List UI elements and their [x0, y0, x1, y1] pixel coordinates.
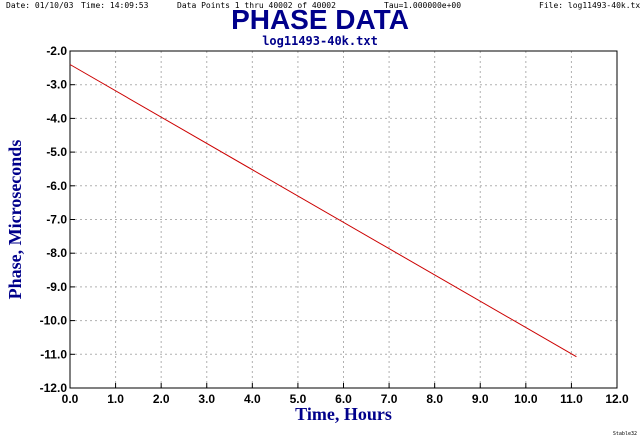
x-tick-label: 6.0: [335, 392, 352, 406]
x-tick-label: 0.0: [62, 392, 79, 406]
header-file: File: log11493-40k.txt: [539, 1, 640, 10]
header-time: Time: 14:09:53: [81, 1, 149, 10]
x-tick-label: 5.0: [290, 392, 307, 406]
x-tick-label: 7.0: [381, 392, 398, 406]
x-tick-label: 12.0: [605, 392, 629, 406]
y-tick-label: -10.0: [40, 314, 68, 328]
chart-title: PHASE DATA: [231, 4, 409, 35]
x-tick-label: 8.0: [426, 392, 443, 406]
x-tick-label: 3.0: [198, 392, 215, 406]
x-tick-label: 4.0: [244, 392, 261, 406]
x-tick-label: 10.0: [514, 392, 538, 406]
y-tick-label: -3.0: [46, 78, 67, 92]
y-tick-label: -11.0: [40, 347, 67, 361]
series-layer: [69, 64, 577, 358]
x-axis-label: Time, Hours: [295, 404, 392, 424]
header-date: Date: 01/10/03: [6, 1, 74, 10]
y-tick-label: -12.0: [40, 381, 68, 395]
software-mark: Stable32: [612, 431, 637, 437]
header-info-bar: Date: 01/10/03 Time: 14:09:53 Data Point…: [0, 1, 640, 13]
phase-series-line: [69, 64, 577, 358]
axis-ticks: 0.0 1.0 2.0 3.0 4.0 5.0 6.0 7.0 8.0 9.0 10.0 11.0 12…: [40, 44, 629, 406]
x-tick-label: 9.0: [472, 392, 489, 406]
x-tick-label: 11.0: [560, 392, 583, 406]
y-tick-label: -7.0: [46, 213, 67, 227]
header-data-points: Data Points 1 thru 40002 of 40002: [177, 1, 336, 10]
y-tick-label: -2.0: [46, 44, 67, 58]
grid-lines: [70, 51, 617, 388]
y-tick-label: -6.0: [46, 179, 67, 193]
y-axis-label: Phase, Microseconds: [5, 140, 25, 300]
x-tick-label: 1.0: [107, 392, 124, 406]
y-tick-label: -5.0: [46, 145, 67, 159]
y-tick-label: -8.0: [46, 246, 67, 260]
x-tick-label: 2.0: [153, 392, 170, 406]
y-tick-label: -9.0: [46, 280, 67, 294]
chart-subtitle: log11493-40k.txt: [262, 34, 378, 48]
y-tick-label: -4.0: [46, 111, 67, 125]
header-tau: Tau=1.000000e+00: [384, 1, 462, 10]
